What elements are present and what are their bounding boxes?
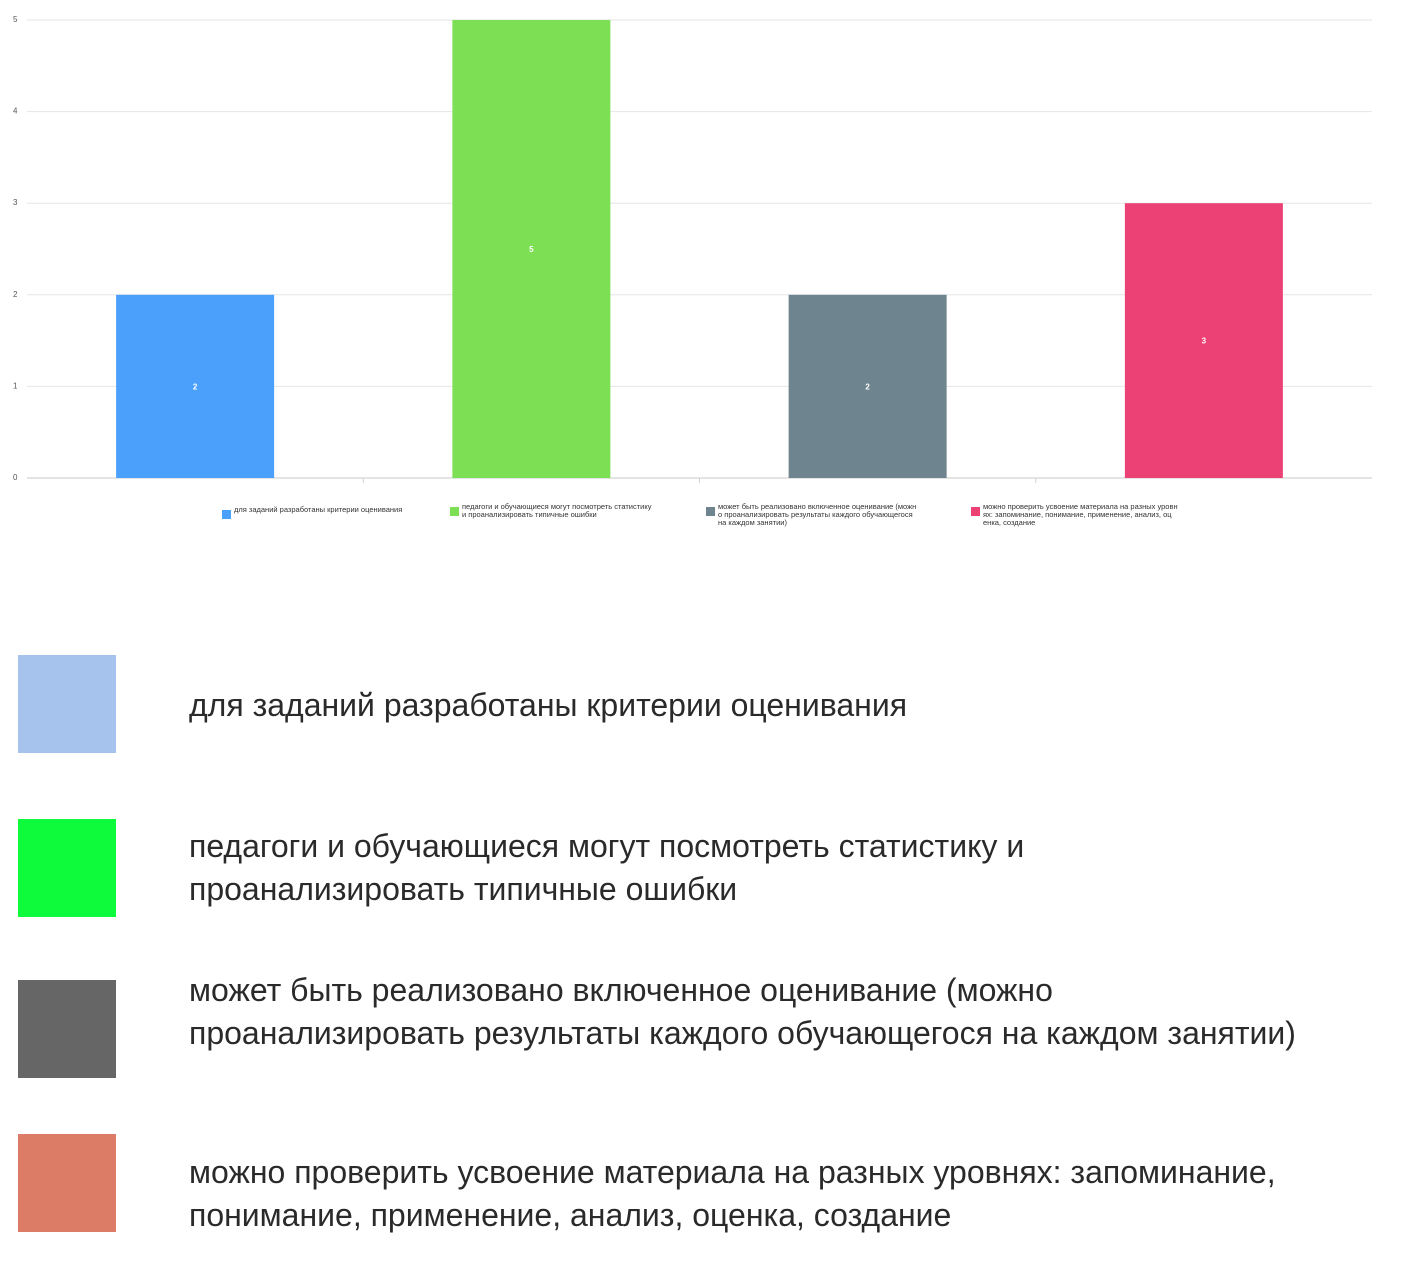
y-tick-label: 5 — [13, 15, 18, 24]
chart-canvas: 0 1 2 3 4 5 2 5 2 3 — [13, 15, 1372, 483]
bar — [1124, 203, 1283, 478]
bar-chart: 0 1 2 3 4 5 2 5 2 3 — [0, 0, 1402, 560]
key-label-1: для заданий разработаны критерии оценива… — [189, 687, 908, 723]
bar-data-label: 3 — [1202, 337, 1207, 346]
key-swatch-4 — [18, 1134, 116, 1232]
key-swatch-1 — [18, 655, 116, 753]
y-tick-label: 0 — [13, 473, 18, 482]
key-swatch-3 — [18, 980, 116, 1078]
chart-legend-label-2: педагоги и обучающиеся могут посмотреть … — [462, 502, 652, 519]
chart-legend-label-3: может быть реализовано включенное оценив… — [718, 502, 917, 527]
chart-legend-item-3: может быть реализовано включенное оценив… — [706, 503, 916, 527]
legend-swatch-3 — [706, 507, 715, 516]
bar-data-label: 2 — [193, 382, 198, 391]
bar — [452, 20, 611, 478]
y-tick-label: 4 — [13, 107, 18, 116]
legend-swatch-1 — [222, 510, 231, 519]
bar-data-label: 5 — [529, 245, 534, 254]
chart-legend-label-4: можно проверить усвоение материала на ра… — [983, 502, 1178, 527]
bar-data-label: 2 — [865, 382, 870, 391]
chart-legend-label-1: для заданий разработаны критерии оценива… — [234, 505, 403, 514]
y-tick-label: 3 — [13, 198, 18, 207]
y-tick-label: 1 — [13, 381, 18, 390]
bar — [116, 294, 275, 478]
legend-swatch-4 — [971, 507, 980, 516]
key-label-2: педагоги и обучающиеся могут посмотреть … — [189, 828, 1025, 907]
chart-legend: для заданий разработаны критерии оценива… — [0, 503, 1402, 546]
chart-legend-item-1: для заданий разработаны критерии оценива… — [222, 506, 402, 519]
key-label-4: можно проверить усвоение материала на ра… — [189, 1154, 1276, 1233]
y-tick-label: 2 — [13, 290, 18, 299]
bar — [788, 294, 947, 478]
key-label-3: может быть реализовано включенное оценив… — [189, 972, 1296, 1051]
legend-swatch-2 — [450, 507, 459, 516]
chart-legend-item-2: педагоги и обучающиеся могут посмотреть … — [450, 503, 651, 519]
key-swatch-2 — [18, 819, 116, 917]
chart-legend-item-4: можно проверить усвоение материала на ра… — [971, 503, 1178, 527]
